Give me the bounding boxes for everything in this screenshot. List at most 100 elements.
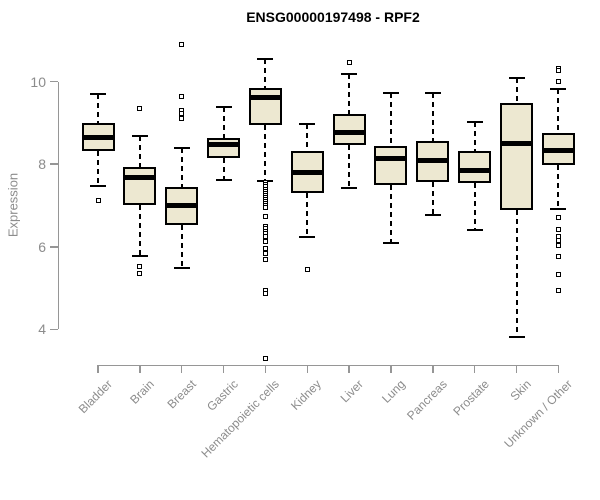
median-prostate — [458, 167, 492, 173]
whisker-lower-hematopoietic-cells — [264, 125, 267, 181]
whisker-lower-skin — [515, 210, 518, 337]
box-prostate — [458, 151, 492, 184]
whisker-cap-top-lung — [382, 92, 399, 95]
whisker-cap-bottom-skin — [508, 335, 525, 338]
whisker-cap-bottom-pancreas — [424, 214, 441, 216]
whisker-cap-bottom-liver — [341, 187, 358, 190]
x-axis-line — [97, 364, 560, 366]
median-hematopoietic-cells — [248, 94, 282, 100]
y-tick-label: 8 — [38, 156, 46, 173]
outlier-hematopoietic-cells — [262, 214, 268, 220]
whisker-upper-lung — [389, 93, 392, 146]
outlier-liver — [346, 60, 352, 66]
outlier-breast — [179, 115, 185, 121]
x-tick-label-liver: Liver — [337, 377, 366, 406]
outlier-bladder — [95, 198, 101, 204]
outlier-breast — [179, 41, 185, 47]
median-liver — [332, 129, 366, 135]
median-bladder — [81, 134, 115, 140]
whisker-upper-unknown-other — [557, 89, 560, 134]
outlier-unknown-other — [555, 226, 561, 232]
y-tick — [50, 246, 58, 248]
median-skin — [500, 140, 533, 146]
whisker-upper-liver — [348, 74, 351, 115]
whisker-lower-prostate — [473, 183, 476, 230]
whisker-cap-top-gastric — [215, 105, 232, 108]
outlier-unknown-other — [555, 79, 561, 85]
x-tick-label-bladder: Bladder — [75, 377, 115, 417]
whisker-cap-top-pancreas — [424, 92, 441, 95]
x-tick-label-pancreas: Pancreas — [403, 377, 450, 423]
outlier-brain — [137, 263, 143, 269]
outlier-hematopoietic-cells — [262, 245, 268, 251]
outlier-brain — [137, 105, 143, 111]
outlier-hematopoietic-cells — [262, 257, 268, 263]
whisker-lower-breast — [180, 224, 183, 269]
x-tick-label-kidney: Kidney — [288, 377, 325, 413]
x-tick — [348, 366, 350, 373]
outlier-kidney — [304, 267, 310, 273]
whisker-upper-gastric — [222, 106, 225, 139]
median-pancreas — [416, 157, 450, 163]
whisker-cap-top-breast — [173, 147, 190, 150]
x-tick-label-hematopoietic-cells: Hematopoietic cells — [198, 377, 283, 461]
whisker-upper-bladder — [97, 94, 99, 124]
box-skin — [500, 103, 533, 211]
y-tick — [50, 80, 58, 83]
y-tick-label: 4 — [38, 321, 46, 338]
x-tick — [222, 366, 225, 373]
box-hematopoietic-cells — [248, 87, 282, 126]
whisker-cap-top-bladder — [90, 93, 106, 96]
outlier-unknown-other — [555, 237, 561, 243]
whisker-cap-bottom-kidney — [299, 235, 316, 238]
whisker-lower-bladder — [97, 151, 99, 187]
whisker-upper-pancreas — [431, 93, 434, 142]
whisker-cap-bottom-bladder — [90, 185, 106, 188]
outlier-hematopoietic-cells — [262, 239, 268, 245]
whisker-cap-top-prostate — [466, 120, 483, 123]
x-tick — [264, 366, 267, 373]
whisker-cap-bottom-breast — [173, 267, 190, 270]
x-tick — [390, 366, 392, 373]
y-tick — [50, 328, 58, 331]
median-lung — [374, 155, 408, 161]
x-tick-label-brain: Brain — [127, 377, 157, 407]
whisker-upper-kidney — [306, 124, 309, 152]
whisker-cap-top-brain — [131, 135, 148, 138]
whisker-lower-gastric — [222, 158, 225, 180]
whisker-cap-bottom-lung — [382, 242, 399, 245]
whisker-lower-kidney — [306, 193, 309, 237]
outlier-unknown-other — [555, 242, 561, 248]
whisker-upper-prostate — [473, 121, 476, 152]
median-breast — [165, 202, 199, 208]
x-tick — [515, 366, 518, 373]
outlier-unknown-other — [555, 254, 561, 260]
x-tick-label-gastric: Gastric — [203, 377, 241, 414]
median-brain — [123, 174, 157, 180]
median-gastric — [207, 141, 241, 147]
y-tick-label: 10 — [30, 73, 46, 90]
outlier-hematopoietic-cells — [262, 250, 268, 256]
box-brain — [123, 167, 157, 206]
y-tick — [50, 163, 58, 165]
whisker-upper-skin — [515, 78, 518, 104]
outlier-hematopoietic-cells — [262, 290, 268, 296]
whisker-cap-top-skin — [508, 77, 525, 80]
x-tick — [97, 366, 99, 373]
outlier-breast — [179, 94, 185, 100]
box-liver — [332, 114, 366, 145]
outlier-unknown-other — [555, 287, 561, 293]
outlier-unknown-other — [555, 67, 561, 73]
whisker-cap-top-kidney — [299, 123, 316, 126]
whisker-cap-bottom-gastric — [215, 178, 232, 181]
whisker-lower-unknown-other — [557, 165, 560, 210]
x-tick-label-skin: Skin — [506, 377, 534, 404]
median-kidney — [290, 169, 324, 175]
whisker-upper-breast — [180, 148, 183, 187]
outlier-unknown-other — [555, 214, 561, 220]
whisker-lower-liver — [348, 144, 351, 189]
x-tick-label-prostate: Prostate — [450, 377, 492, 419]
x-tick — [557, 366, 560, 373]
